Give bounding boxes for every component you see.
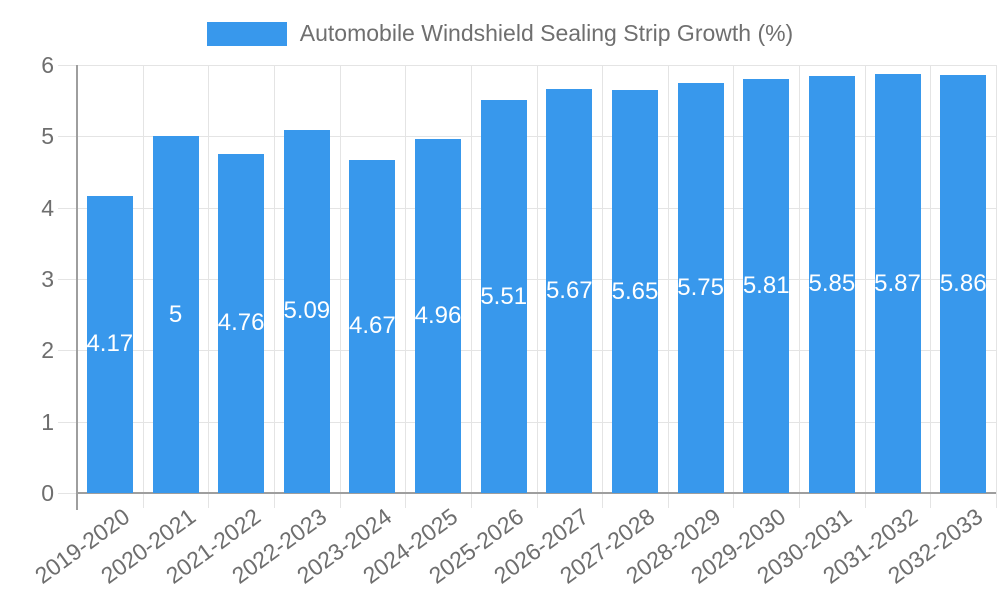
legend-label: Automobile Windshield Sealing Strip Grow… xyxy=(299,20,794,46)
bar: 4.67 xyxy=(349,159,396,493)
bar: 5.65 xyxy=(612,90,658,493)
bar-value-label: 5.86 xyxy=(939,270,987,297)
v-gridline xyxy=(602,65,604,493)
bar-value-label: 5.67 xyxy=(545,276,593,304)
v-gridline xyxy=(930,65,932,493)
y-axis-label: 4 xyxy=(41,194,54,221)
v-gridline xyxy=(864,65,866,493)
y-axis-tick xyxy=(58,421,77,423)
y-axis-label: 1 xyxy=(41,408,54,435)
y-axis-label: 3 xyxy=(41,266,54,292)
bar: 5.51 xyxy=(480,100,528,493)
bar-value-label: 4.76 xyxy=(217,309,265,337)
bar: 4.17 xyxy=(86,195,134,493)
x-axis-tick xyxy=(273,493,275,508)
bar: 5 xyxy=(152,136,199,493)
y-axis-label: 0 xyxy=(41,480,54,506)
v-gridline xyxy=(667,65,669,493)
x-axis-tick xyxy=(470,493,472,508)
v-gridline xyxy=(536,65,538,493)
x-axis-tick xyxy=(996,493,997,508)
y-axis-label: 6 xyxy=(41,52,54,78)
y-axis-label: 2 xyxy=(41,337,54,364)
x-axis-tick xyxy=(142,493,144,508)
bar-value-label: 5.85 xyxy=(808,270,856,298)
y-axis-line xyxy=(76,65,78,510)
x-axis-tick xyxy=(733,493,735,508)
y-axis-tick xyxy=(58,350,77,352)
y-axis-tick xyxy=(58,493,77,494)
bar-value-label: 5.87 xyxy=(874,269,921,297)
v-gridline xyxy=(405,65,407,493)
x-axis-tick xyxy=(602,493,604,508)
bar: 4.76 xyxy=(217,153,265,493)
y-axis-tick xyxy=(58,65,77,66)
bar-value-label: 5.09 xyxy=(283,297,331,325)
x-axis-line xyxy=(76,492,996,494)
bar: 5.86 xyxy=(939,75,987,493)
v-gridline xyxy=(799,65,801,493)
bar: 5.75 xyxy=(677,82,724,493)
v-gridline xyxy=(470,65,472,493)
y-axis-tick xyxy=(58,279,77,280)
v-gridline xyxy=(996,65,997,493)
x-axis-tick xyxy=(799,493,801,508)
v-gridline xyxy=(733,65,735,493)
bar-value-label: 5.65 xyxy=(611,277,659,305)
legend[interactable]: Automobile Windshield Sealing Strip Grow… xyxy=(0,20,1000,47)
bar-value-label: 5.81 xyxy=(742,271,790,299)
bar-value-label: 4.67 xyxy=(349,312,396,340)
x-axis-tick xyxy=(208,493,210,508)
y-axis-label: 5 xyxy=(41,123,54,150)
v-gridline xyxy=(339,65,341,493)
bar-value-label: 4.17 xyxy=(86,330,134,358)
x-axis-tick xyxy=(667,493,669,508)
v-gridline xyxy=(142,65,144,493)
bar-value-label: 4.96 xyxy=(414,302,462,330)
x-axis-tick xyxy=(339,493,341,508)
bar: 5.09 xyxy=(283,129,331,493)
y-axis-tick xyxy=(58,207,77,209)
x-axis-tick xyxy=(864,493,866,508)
x-axis-tick xyxy=(930,493,932,508)
bar: 4.96 xyxy=(415,139,461,493)
bar-value-label: 5.51 xyxy=(480,282,528,310)
bar-value-label: 5 xyxy=(168,300,183,328)
v-gridline xyxy=(208,65,210,493)
legend-swatch xyxy=(206,21,287,46)
x-axis-tick xyxy=(536,493,538,508)
bar: 5.87 xyxy=(874,74,921,493)
bar: 5.67 xyxy=(545,88,593,493)
bar-value-label: 5.75 xyxy=(677,273,724,301)
bar: 5.85 xyxy=(808,75,856,493)
y-axis-tick xyxy=(58,136,77,138)
x-axis-tick xyxy=(405,493,407,508)
v-gridline xyxy=(273,65,275,493)
bar: 5.81 xyxy=(742,78,790,493)
